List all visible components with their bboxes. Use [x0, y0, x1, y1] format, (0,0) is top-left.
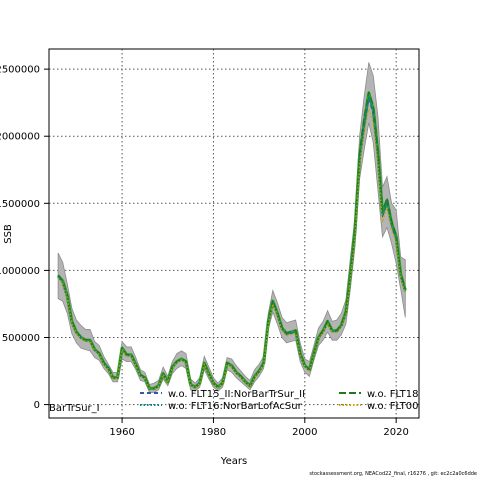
x-tick-label: 2000 — [292, 427, 317, 438]
y-tick-label: 1000000 — [0, 266, 40, 277]
series-line — [57, 108, 406, 390]
confidence-band-layer — [57, 62, 406, 393]
legend-label: w.o. FLT15_II:NorBarTrSur_II — [168, 389, 305, 400]
y-axis-label: SSB — [3, 224, 14, 244]
footer-caption: stockassessment.org, NEACod22_final, r16… — [309, 471, 477, 477]
plot-frame — [48, 48, 420, 419]
x-tick-label: 1980 — [201, 427, 226, 438]
confidence-band — [57, 62, 406, 393]
series-line — [57, 91, 406, 389]
x-axis-label: Years — [220, 456, 247, 467]
legend-label: w.o. FLT00 — [367, 401, 419, 412]
x-axis: 1960 1980 2000 2020 — [109, 418, 409, 438]
y-tick-label: 500000 — [2, 333, 40, 344]
legend-label: w.o. FLT18 — [367, 389, 419, 400]
x-tick-label: 2020 — [383, 427, 408, 438]
x-tick-label: 1960 — [109, 427, 134, 438]
legend-label: w.o. FLT16:NorBarLofAcSur — [168, 401, 303, 412]
y-axis: 0 500000 1000000 1500000 2000000 2500000 — [0, 65, 49, 411]
y-tick-label: 2500000 — [0, 65, 40, 76]
y-tick-label: 0 — [34, 400, 40, 411]
y-tick-label: 2000000 — [0, 132, 40, 143]
series-lines-layer — [56, 91, 407, 391]
legend-label: BarTrSur_I — [49, 403, 100, 414]
y-tick-label: 1500000 — [0, 199, 40, 210]
legend: BarTrSur_Iw.o. FLT15_II:NorBarTrSur_IIw.… — [49, 389, 419, 414]
